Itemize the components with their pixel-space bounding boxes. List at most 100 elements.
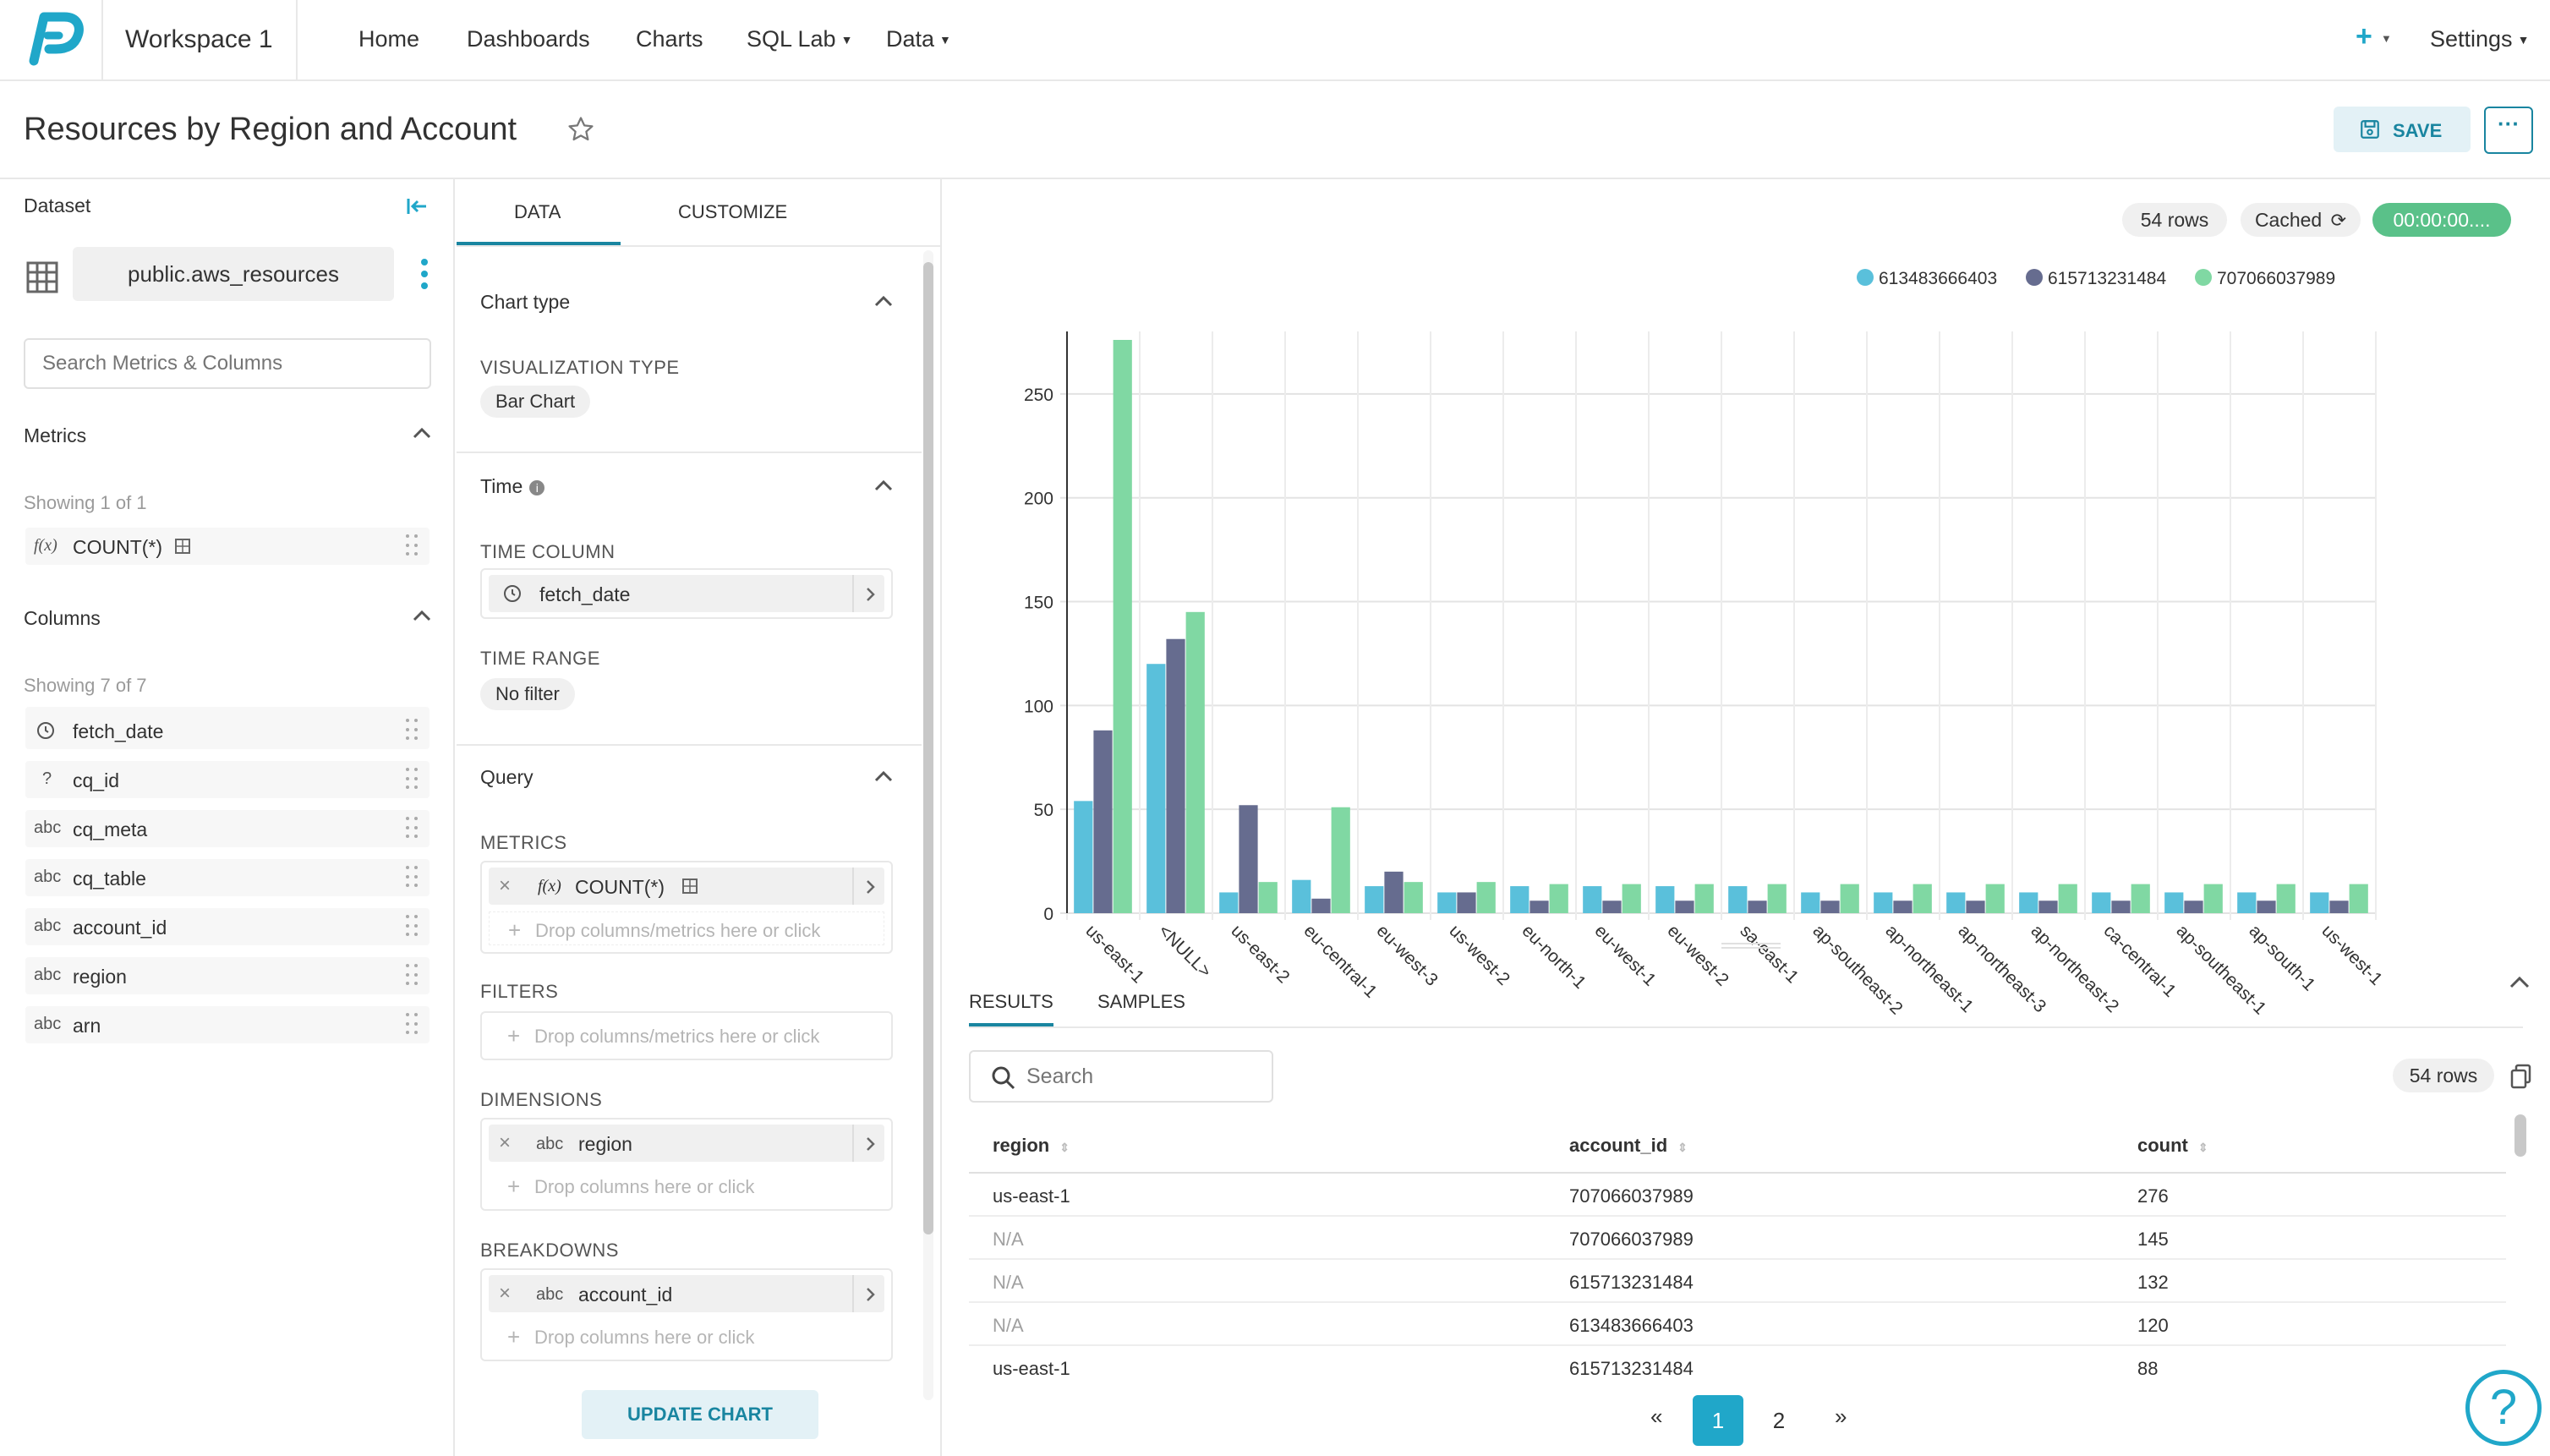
drag-handle-icon[interactable]	[406, 1013, 418, 1037]
tab-customize[interactable]: CUSTOMIZE	[621, 179, 866, 245]
bar	[1529, 900, 1549, 913]
time-column-label: TIME COLUMN	[480, 541, 616, 562]
collapse-results-icon[interactable]	[2509, 976, 2530, 989]
drop-metrics-zone[interactable]: + Drop columns/metrics here or click	[489, 911, 884, 945]
resize-handle[interactable]	[1721, 942, 1781, 950]
drag-handle-icon[interactable]	[406, 866, 418, 889]
dataset-menu-icon[interactable]	[419, 257, 430, 291]
chevron-up-icon[interactable]	[874, 769, 893, 783]
bar	[1946, 892, 1966, 913]
drag-handle-icon[interactable]	[406, 534, 418, 558]
drag-handle-icon[interactable]	[406, 817, 418, 840]
search-metrics-columns-input[interactable]	[24, 338, 431, 389]
collapse-panel-icon[interactable]	[404, 194, 430, 218]
nav-data[interactable]: Data ▼	[886, 26, 951, 52]
pagination-page-2[interactable]: 2	[1772, 1408, 1786, 1433]
copy-icon[interactable]	[2509, 1064, 2533, 1089]
column-item-region[interactable]: abc region	[25, 957, 430, 994]
metrics-control[interactable]: × f(x) COUNT(*) + Drop columns/metrics he…	[480, 861, 893, 954]
drag-handle-icon[interactable]	[406, 964, 418, 988]
nav-home[interactable]: Home	[358, 26, 420, 52]
filters-control[interactable]: + Drop columns/metrics here or click	[480, 1011, 893, 1060]
metric-chip-label: COUNT(*)	[575, 876, 665, 898]
column-item-arn[interactable]: abc arn	[25, 1006, 430, 1043]
breakdowns-control[interactable]: × abc account_id + Drop columns here or c…	[480, 1268, 893, 1361]
column-item-account-id[interactable]: abc account_id	[25, 908, 430, 945]
drag-handle-icon[interactable]	[406, 915, 418, 939]
pagination-page-1[interactable]: 1	[1693, 1395, 1743, 1446]
column-item-fetch-date[interactable]: fetch_date	[25, 712, 430, 749]
x-tick-label: eu-west-1	[1590, 921, 1659, 989]
column-item-cq-id[interactable]: ? cq_id	[25, 761, 430, 798]
chevron-up-icon[interactable]	[413, 426, 431, 440]
time-section-title: Time i	[480, 475, 545, 498]
column-header-account-id[interactable]: account_id ⇕	[1569, 1135, 1688, 1156]
table-row[interactable]: N/A 613483666403 120	[969, 1303, 2506, 1346]
pagination-prev[interactable]: «	[1650, 1404, 1663, 1429]
bar	[1602, 900, 1622, 913]
dimensions-control[interactable]: × abc region + Drop columns here or click	[480, 1118, 893, 1211]
drop-filters-zone[interactable]: + Drop columns/metrics here or click	[507, 1023, 820, 1048]
nav-dashboards[interactable]: Dashboards	[467, 26, 590, 52]
help-button[interactable]: ?	[2465, 1370, 2542, 1446]
dataset-name[interactable]: public.aws_resources	[73, 247, 394, 301]
x-tick-label: us-west-2	[1445, 921, 1513, 989]
more-options-button[interactable]: ···	[2484, 107, 2533, 154]
new-plus-button[interactable]: + ▼	[2356, 20, 2396, 56]
save-button[interactable]: SAVE	[2334, 107, 2471, 152]
page-title[interactable]: Resources by Region and Account	[24, 112, 517, 147]
tab-samples[interactable]: SAMPLES	[1097, 977, 1199, 1026]
chevron-up-icon[interactable]	[874, 479, 893, 492]
viz-type-value[interactable]: Bar Chart	[480, 386, 591, 418]
nav-charts[interactable]: Charts	[636, 26, 703, 52]
metric-item-count[interactable]: f(x) COUNT(*)	[25, 528, 430, 565]
results-search[interactable]	[969, 1050, 1273, 1103]
caret-down-icon: ▼	[2517, 33, 2530, 47]
controls-scrollbar[interactable]	[923, 250, 933, 1400]
drag-handle-icon[interactable]	[406, 719, 418, 742]
workspace-name[interactable]: Workspace 1	[125, 25, 273, 53]
breakdown-chip[interactable]: × abc account_id	[489, 1275, 884, 1312]
cell-count: 132	[2137, 1272, 2169, 1293]
results-search-input[interactable]	[1026, 1060, 1263, 1092]
column-item-cq-meta[interactable]: abc cq_meta	[25, 810, 430, 847]
table-row[interactable]: us-east-1 707066037989 276	[969, 1174, 2506, 1217]
remove-icon[interactable]: ×	[499, 1131, 512, 1154]
tab-data[interactable]: DATA	[457, 179, 621, 245]
info-icon: i	[529, 480, 545, 495]
results-scrollbar[interactable]	[2514, 1114, 2526, 1157]
pagination-next[interactable]: »	[1835, 1404, 1847, 1429]
column-header-count[interactable]: count ⇕	[2137, 1135, 2208, 1156]
dimension-chip[interactable]: × abc region	[489, 1125, 884, 1162]
drop-breakdowns-zone[interactable]: + Drop columns here or click	[507, 1324, 755, 1349]
bar	[2276, 884, 2296, 913]
settings-menu[interactable]: Settings ▼	[2430, 26, 2530, 52]
column-item-cq-table[interactable]: abc cq_table	[25, 859, 430, 896]
column-header-region[interactable]: region ⇕	[993, 1135, 1070, 1156]
update-chart-button[interactable]: UPDATE CHART	[582, 1390, 818, 1439]
star-icon[interactable]	[566, 115, 595, 144]
x-tick-label: us-west-1	[2317, 921, 2386, 989]
logo[interactable]	[25, 7, 88, 71]
drop-columns-zone[interactable]: + Drop columns here or click	[507, 1174, 755, 1199]
tab-results-label: RESULTS	[969, 991, 1053, 1012]
remove-icon[interactable]: ×	[499, 874, 512, 897]
time-column-select[interactable]: fetch_date	[480, 568, 893, 619]
bar	[1457, 892, 1476, 913]
caret-down-icon: ▼	[840, 33, 853, 47]
table-row[interactable]: N/A 615713231484 132	[969, 1260, 2506, 1303]
bar	[1113, 340, 1132, 913]
chart-type-section-title: Chart type	[480, 291, 571, 313]
cached-badge[interactable]: Cached ⟳	[2241, 203, 2361, 237]
time-range-value[interactable]: No filter	[480, 678, 575, 710]
table-row[interactable]: N/A 707066037989 145	[969, 1217, 2506, 1260]
nav-sql-lab[interactable]: SQL Lab ▼	[747, 26, 853, 52]
chevron-up-icon[interactable]	[413, 609, 431, 622]
table-row[interactable]: us-east-1 615713231484 88	[969, 1346, 2506, 1388]
bar	[1549, 884, 1568, 913]
metric-chip[interactable]: × f(x) COUNT(*)	[489, 868, 884, 905]
chevron-up-icon[interactable]	[874, 294, 893, 308]
tab-results[interactable]: RESULTS	[969, 977, 1053, 1026]
drag-handle-icon[interactable]	[406, 768, 418, 791]
remove-icon[interactable]: ×	[499, 1282, 512, 1305]
